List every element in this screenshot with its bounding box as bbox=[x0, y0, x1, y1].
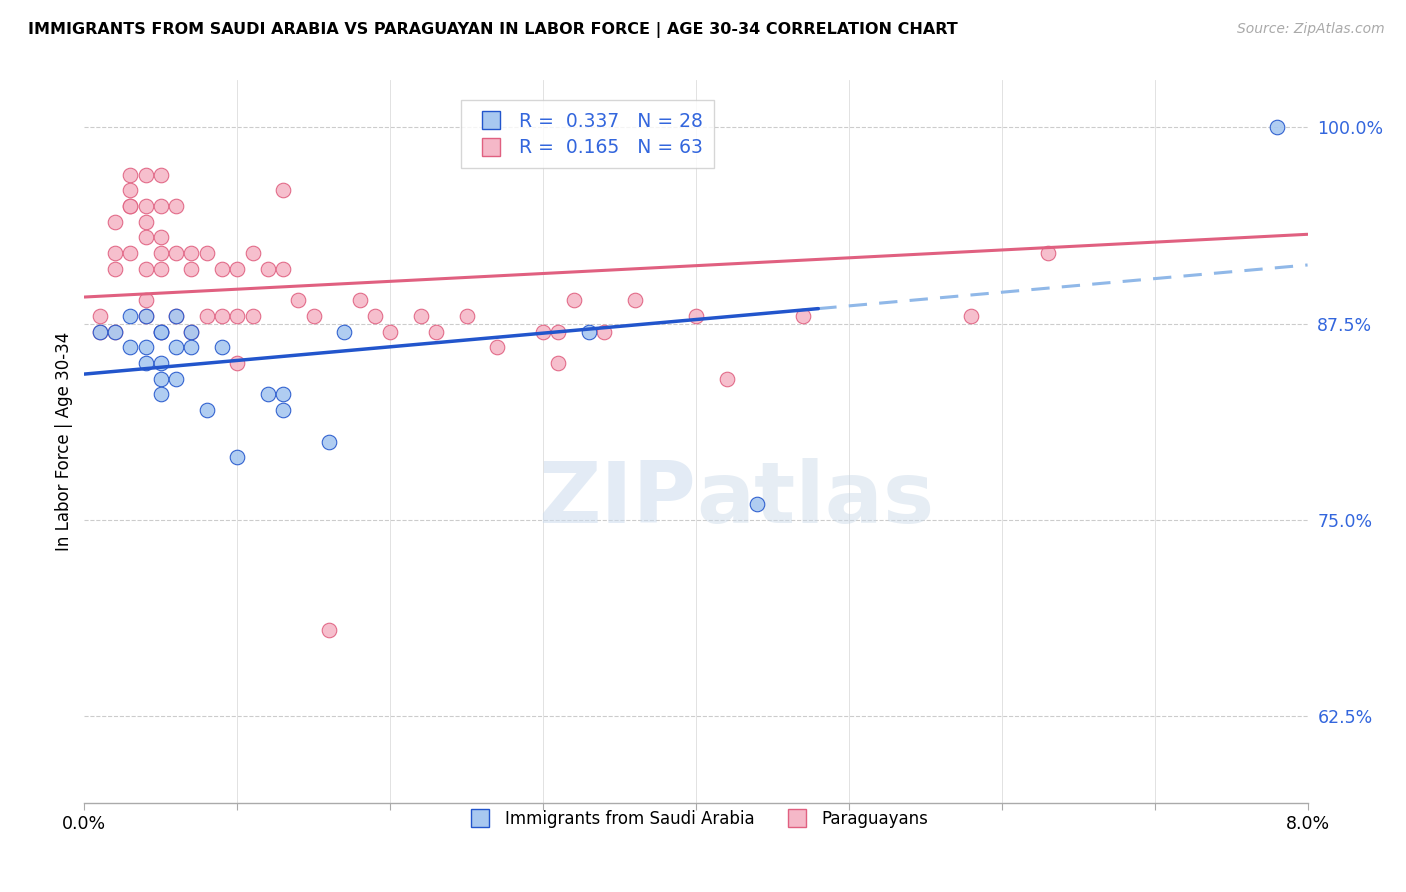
Point bbox=[716, 372, 738, 386]
Point bbox=[135, 199, 157, 213]
Point bbox=[149, 356, 172, 370]
Point bbox=[226, 450, 249, 465]
Point bbox=[120, 340, 142, 354]
Text: Source: ZipAtlas.com: Source: ZipAtlas.com bbox=[1237, 22, 1385, 37]
Point bbox=[349, 293, 371, 308]
Point bbox=[593, 325, 616, 339]
Point bbox=[135, 340, 157, 354]
Point bbox=[211, 340, 233, 354]
Point bbox=[180, 340, 202, 354]
Point bbox=[271, 387, 294, 401]
Point bbox=[149, 325, 172, 339]
Point bbox=[1036, 246, 1059, 260]
Point bbox=[195, 246, 218, 260]
Point bbox=[685, 309, 707, 323]
Point bbox=[425, 325, 447, 339]
Point bbox=[149, 261, 172, 276]
Point bbox=[547, 356, 569, 370]
Point bbox=[104, 325, 127, 339]
Point bbox=[135, 309, 157, 323]
Point bbox=[211, 309, 233, 323]
Point bbox=[380, 325, 402, 339]
Point bbox=[624, 293, 647, 308]
Point bbox=[120, 183, 142, 197]
Point bbox=[165, 372, 187, 386]
Point bbox=[149, 325, 172, 339]
Point bbox=[135, 356, 157, 370]
Point bbox=[149, 325, 172, 339]
Y-axis label: In Labor Force | Age 30-34: In Labor Force | Age 30-34 bbox=[55, 332, 73, 551]
Point bbox=[135, 293, 157, 308]
Point bbox=[318, 434, 340, 449]
Point bbox=[271, 183, 294, 197]
Point bbox=[792, 309, 814, 323]
Point bbox=[120, 199, 142, 213]
Point bbox=[287, 293, 309, 308]
Point bbox=[333, 325, 356, 339]
Point bbox=[165, 309, 187, 323]
Point bbox=[409, 309, 432, 323]
Legend: Immigrants from Saudi Arabia, Paraguayans: Immigrants from Saudi Arabia, Paraguayan… bbox=[457, 803, 935, 834]
Point bbox=[211, 261, 233, 276]
Point bbox=[180, 325, 202, 339]
Text: atlas: atlas bbox=[696, 458, 934, 541]
Point bbox=[226, 261, 249, 276]
Point bbox=[960, 309, 983, 323]
Point bbox=[257, 387, 280, 401]
Point bbox=[456, 309, 478, 323]
Point bbox=[195, 309, 218, 323]
Point bbox=[149, 372, 172, 386]
Point bbox=[180, 261, 202, 276]
Point bbox=[149, 199, 172, 213]
Point bbox=[302, 309, 325, 323]
Point bbox=[242, 246, 264, 260]
Point bbox=[242, 309, 264, 323]
Point bbox=[89, 325, 111, 339]
Point bbox=[104, 261, 127, 276]
Point bbox=[257, 261, 280, 276]
Point bbox=[120, 199, 142, 213]
Point bbox=[135, 168, 157, 182]
Point bbox=[531, 325, 554, 339]
Point bbox=[747, 497, 769, 511]
Point bbox=[547, 325, 569, 339]
Point bbox=[195, 403, 218, 417]
Point bbox=[149, 387, 172, 401]
Text: ZIP: ZIP bbox=[538, 458, 696, 541]
Point bbox=[149, 168, 172, 182]
Point bbox=[180, 325, 202, 339]
Point bbox=[486, 340, 509, 354]
Point bbox=[165, 199, 187, 213]
Point bbox=[104, 246, 127, 260]
Point bbox=[89, 325, 111, 339]
Point bbox=[318, 623, 340, 637]
Point bbox=[104, 214, 127, 228]
Point bbox=[135, 309, 157, 323]
Point bbox=[578, 325, 600, 339]
Point bbox=[149, 246, 172, 260]
Point bbox=[562, 293, 585, 308]
Point bbox=[165, 340, 187, 354]
Point bbox=[165, 309, 187, 323]
Point bbox=[135, 214, 157, 228]
Point bbox=[271, 403, 294, 417]
Point bbox=[1265, 120, 1288, 135]
Point bbox=[180, 246, 202, 260]
Point bbox=[120, 309, 142, 323]
Point bbox=[135, 261, 157, 276]
Point bbox=[226, 309, 249, 323]
Point bbox=[149, 230, 172, 244]
Point bbox=[89, 309, 111, 323]
Point bbox=[226, 356, 249, 370]
Point bbox=[364, 309, 387, 323]
Point bbox=[104, 325, 127, 339]
Point bbox=[120, 246, 142, 260]
Point bbox=[271, 261, 294, 276]
Point bbox=[165, 246, 187, 260]
Point bbox=[120, 168, 142, 182]
Point bbox=[135, 230, 157, 244]
Text: IMMIGRANTS FROM SAUDI ARABIA VS PARAGUAYAN IN LABOR FORCE | AGE 30-34 CORRELATIO: IMMIGRANTS FROM SAUDI ARABIA VS PARAGUAY… bbox=[28, 22, 957, 38]
